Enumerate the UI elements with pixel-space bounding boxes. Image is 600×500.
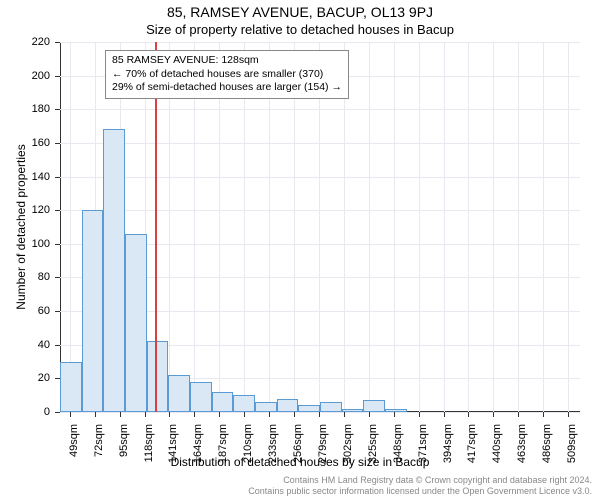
histogram-bar [255,402,277,412]
x-axis-label: Distribution of detached houses by size … [0,455,600,469]
grid-line-v [394,42,395,412]
x-tick [145,412,146,417]
attribution-text: Contains HM Land Registry data © Crown c… [248,475,592,497]
attribution-line-1: Contains HM Land Registry data © Crown c… [248,475,592,486]
x-tick [369,412,370,417]
y-axis-label: Number of detached properties [14,144,28,309]
x-tick [294,412,295,417]
histogram-bar [320,402,342,412]
x-tick [394,412,395,417]
y-tick [55,210,60,211]
grid-line-h [60,42,580,43]
y-tick-label: 100 [32,238,50,250]
x-tick [444,412,445,417]
x-tick [543,412,544,417]
x-tick [269,412,270,417]
annotation-line: 85 RAMSEY AVENUE: 128sqm [112,54,342,68]
histogram-bar [82,210,104,412]
x-tick [95,412,96,417]
y-tick-label: 140 [32,171,50,183]
y-tick [55,277,60,278]
y-axis-line [60,42,61,412]
y-tick [55,345,60,346]
y-tick-label: 160 [32,137,50,149]
y-tick-label: 20 [38,372,50,384]
x-tick [493,412,494,417]
histogram-bar [168,375,190,412]
y-tick [55,412,60,413]
histogram-bar [190,382,212,412]
grid-line-v [543,42,544,412]
x-tick [244,412,245,417]
grid-line-h [60,109,580,110]
y-tick-label: 200 [32,70,50,82]
grid-line-h [60,412,580,413]
x-tick [120,412,121,417]
x-tick [219,412,220,417]
grid-line-h [60,210,580,211]
x-tick [194,412,195,417]
histogram-bar [212,392,234,412]
x-tick-label: 49sqm [68,424,80,457]
histogram-bar [298,405,320,412]
x-tick [344,412,345,417]
y-tick [55,109,60,110]
attribution-line-2: Contains public sector information licen… [248,486,592,497]
x-tick [70,412,71,417]
y-tick-label: 180 [32,103,50,115]
histogram-bar [233,395,255,412]
y-tick [55,177,60,178]
page-title: 85, RAMSEY AVENUE, BACUP, OL13 9PJ [0,4,600,20]
histogram-bar [363,400,385,412]
grid-line-v [369,42,370,412]
x-tick [518,412,519,417]
x-tick [419,412,420,417]
grid-line-v [518,42,519,412]
annotation-line: ← 70% of detached houses are smaller (37… [112,68,342,82]
grid-line-v [419,42,420,412]
grid-line-v [468,42,469,412]
grid-line-v [444,42,445,412]
chart-plot-area: 02040608010012014016018020022049sqm72sqm… [60,42,580,412]
histogram-bar [103,129,125,412]
x-tick-label: 95sqm [118,424,130,457]
histogram-bar [147,341,169,412]
x-tick-label: 72sqm [93,424,105,457]
y-tick [55,42,60,43]
x-tick [568,412,569,417]
y-tick [55,143,60,144]
x-tick [319,412,320,417]
y-tick [55,311,60,312]
histogram-bar [125,234,147,412]
histogram-bar [277,399,299,412]
grid-line-v [568,42,569,412]
histogram-bar [342,409,364,412]
y-tick-label: 80 [38,271,50,283]
x-tick [468,412,469,417]
y-tick-label: 60 [38,305,50,317]
grid-line-v [70,42,71,412]
y-tick [55,244,60,245]
grid-line-h [60,143,580,144]
y-tick-label: 120 [32,204,50,216]
y-tick [55,76,60,77]
y-tick-label: 40 [38,339,50,351]
annotation-box: 85 RAMSEY AVENUE: 128sqm← 70% of detache… [105,50,349,99]
y-tick-label: 0 [44,406,50,418]
annotation-line: 29% of semi-detached houses are larger (… [112,81,342,95]
y-tick-label: 220 [32,36,50,48]
x-tick [169,412,170,417]
grid-line-v [493,42,494,412]
page-subtitle: Size of property relative to detached ho… [0,22,600,37]
grid-line-h [60,177,580,178]
histogram-bar [60,362,82,412]
histogram-bar [385,409,407,412]
page: 85, RAMSEY AVENUE, BACUP, OL13 9PJ Size … [0,0,600,500]
